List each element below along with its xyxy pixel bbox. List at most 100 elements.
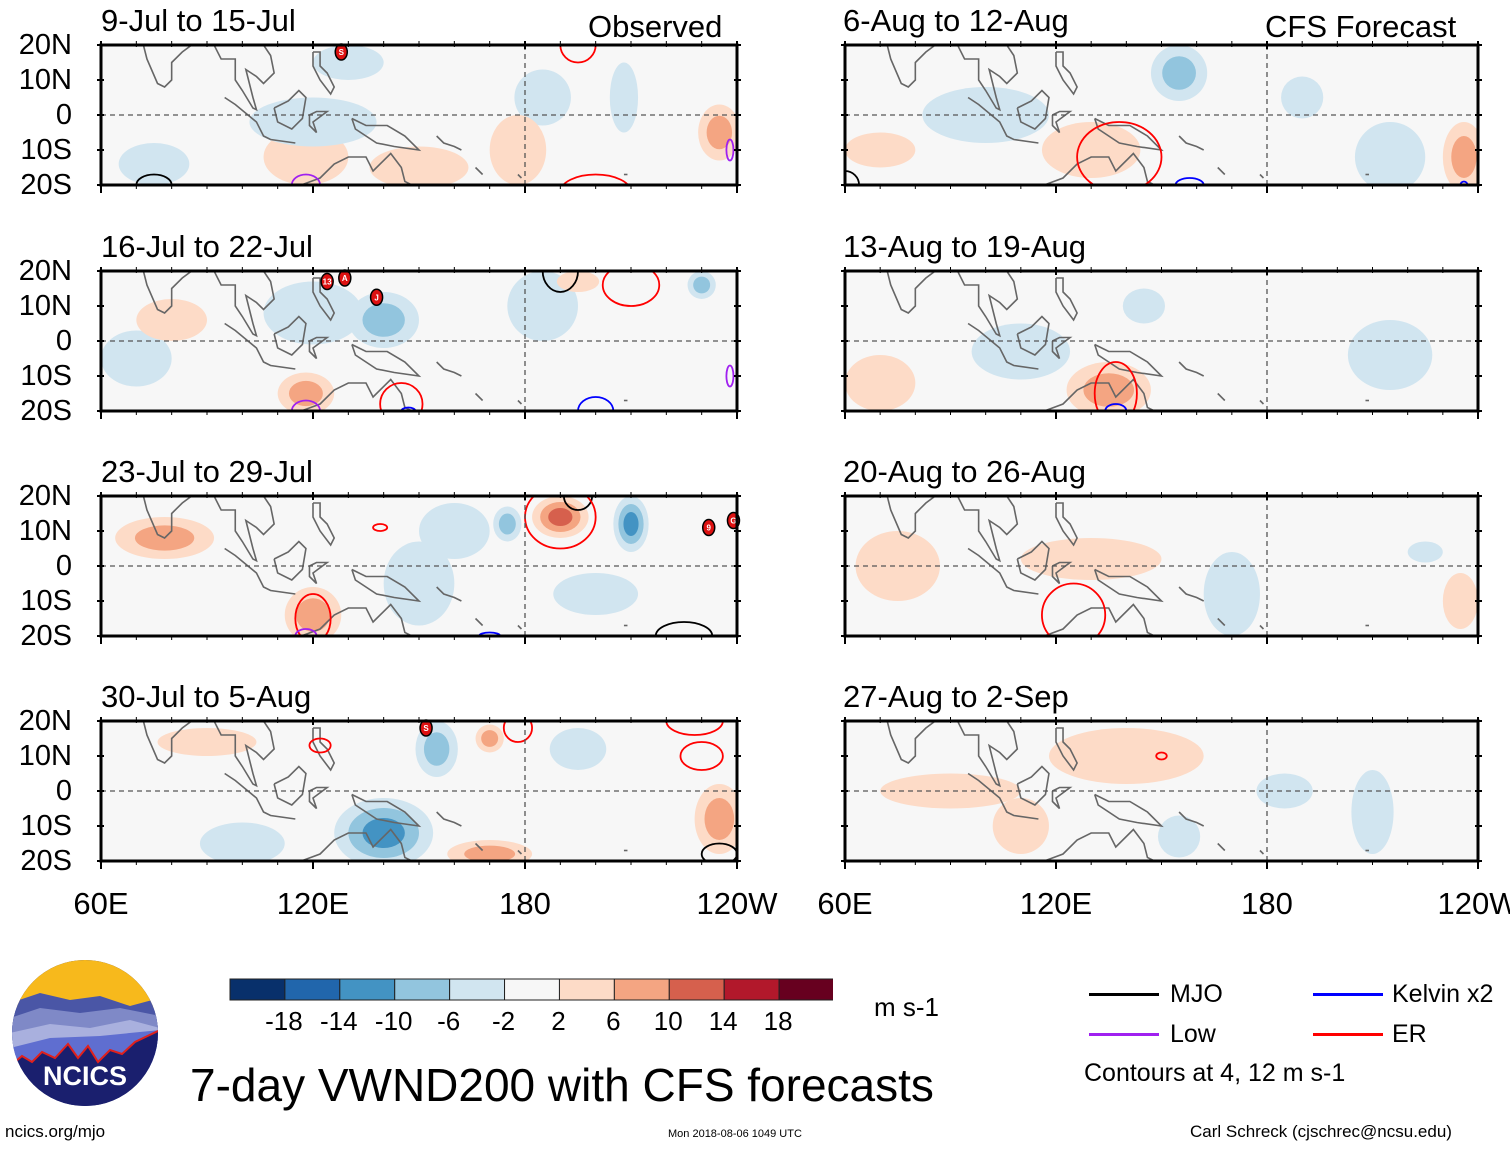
coastline bbox=[273, 540, 307, 581]
contour-er bbox=[1093, 361, 1138, 411]
anomaly-region bbox=[1162, 56, 1196, 90]
coastline bbox=[129, 45, 194, 88]
contour-kelvin bbox=[1174, 177, 1205, 185]
y-tick-label: 20S bbox=[20, 169, 72, 201]
contour-low bbox=[725, 138, 735, 162]
coastline bbox=[967, 96, 1039, 144]
colorbar-bin bbox=[339, 978, 396, 1001]
coastline bbox=[474, 842, 484, 852]
coastline bbox=[298, 152, 413, 185]
contour-low bbox=[725, 364, 735, 388]
panel-title: 20-Aug to 26-Aug bbox=[843, 454, 1087, 489]
y-tick-label: 20S bbox=[20, 845, 72, 877]
coastline bbox=[1178, 135, 1205, 151]
coastline bbox=[273, 89, 307, 130]
legend-line-low bbox=[1089, 1033, 1159, 1036]
coastline bbox=[967, 547, 1039, 595]
coastline bbox=[213, 45, 276, 112]
legend-label-mjo: MJO bbox=[1170, 980, 1223, 1008]
colorbar-tick-label: 10 bbox=[653, 1006, 683, 1036]
x-tick-label: 180 bbox=[1241, 886, 1293, 921]
contour-kelvin bbox=[1104, 403, 1128, 411]
coastline bbox=[956, 721, 1019, 788]
y-tick-label: 0 bbox=[55, 775, 72, 807]
anomaly-region bbox=[1347, 320, 1433, 390]
coastline bbox=[308, 561, 330, 585]
colorbar-units: m s-1 bbox=[874, 992, 939, 1022]
coastline bbox=[224, 547, 296, 595]
storm-marker: 13 bbox=[320, 272, 334, 291]
y-tick-label: 20N bbox=[18, 480, 72, 512]
anomaly-region bbox=[1157, 815, 1201, 858]
storm-marker: J bbox=[369, 288, 384, 306]
y-tick-label: 20N bbox=[18, 705, 72, 737]
svg-text:13: 13 bbox=[323, 278, 332, 287]
y-tick-label: 20S bbox=[20, 395, 72, 427]
anomaly-region bbox=[263, 281, 363, 345]
coastline bbox=[308, 110, 330, 134]
storm-marker: 9 bbox=[701, 518, 716, 537]
coastline bbox=[351, 568, 422, 603]
coastline bbox=[1259, 173, 1265, 179]
contour-er bbox=[559, 45, 597, 64]
contour-er bbox=[379, 382, 424, 411]
coastline bbox=[213, 271, 276, 338]
anomaly-region bbox=[549, 728, 607, 770]
x-tick-label: 60E bbox=[73, 886, 129, 921]
coastline bbox=[1051, 561, 1073, 585]
colorbar-bin bbox=[229, 978, 286, 1001]
anomaly-region bbox=[623, 512, 639, 536]
colorbar-tick-label: -2 bbox=[491, 1006, 516, 1036]
anomaly-region bbox=[1351, 770, 1394, 854]
coastline bbox=[129, 721, 194, 764]
anomaly-region bbox=[992, 798, 1049, 854]
anomaly-region bbox=[288, 380, 323, 407]
anomaly-region bbox=[313, 45, 384, 80]
anomaly-region bbox=[464, 845, 516, 861]
anomaly-region bbox=[362, 303, 405, 337]
anomaly-region bbox=[548, 508, 573, 526]
panel-title: 9-Jul to 15-Jul bbox=[101, 3, 296, 38]
x-tick-label: 60E bbox=[817, 886, 873, 921]
y-tick-label: 10S bbox=[20, 810, 72, 842]
coastline bbox=[967, 322, 1039, 370]
coastline bbox=[1093, 568, 1164, 603]
panel-title: 6-Aug to 12-Aug bbox=[843, 3, 1069, 38]
panel-source-label: Observed bbox=[588, 9, 723, 44]
footer-url[interactable]: ncics.org/mjo bbox=[5, 1122, 106, 1141]
panel-title: 16-Jul to 22-Jul bbox=[101, 229, 313, 264]
legend-label-er: ER bbox=[1392, 1020, 1427, 1048]
map-panel: S bbox=[97, 717, 741, 869]
anomaly-region bbox=[199, 822, 285, 861]
anomaly-region bbox=[1122, 288, 1166, 324]
map-panel bbox=[841, 492, 1482, 644]
x-tick-label: 120W bbox=[1437, 886, 1510, 921]
coastline bbox=[213, 721, 276, 788]
colorbar bbox=[229, 978, 833, 1001]
anomaly-region bbox=[1041, 122, 1141, 178]
coastline bbox=[956, 271, 1019, 338]
contour-low bbox=[294, 628, 318, 636]
coastline bbox=[873, 496, 937, 539]
anomaly-region bbox=[1451, 136, 1477, 178]
contour-kelvin bbox=[1459, 180, 1469, 185]
coastline bbox=[1051, 786, 1073, 810]
coastline bbox=[474, 617, 484, 627]
coastline bbox=[1016, 765, 1050, 806]
anomaly-region bbox=[1256, 773, 1313, 809]
contour-er bbox=[1076, 121, 1163, 185]
contour-kelvin bbox=[577, 396, 615, 411]
coastline bbox=[1178, 811, 1205, 827]
anomaly-region bbox=[704, 798, 735, 840]
colorbar-tick-label: -18 bbox=[265, 1006, 303, 1036]
y-tick-label: 10N bbox=[18, 515, 72, 547]
coastline bbox=[351, 343, 422, 378]
colorbar-bin bbox=[778, 978, 833, 1001]
panel-title: 23-Jul to 29-Jul bbox=[101, 454, 313, 489]
panel-title: 27-Aug to 2-Sep bbox=[843, 679, 1069, 714]
colorbar-bin bbox=[723, 978, 780, 1001]
legend-label-low: Low bbox=[1170, 1020, 1216, 1048]
svg-text:A: A bbox=[342, 274, 348, 283]
anomaly-region bbox=[1407, 541, 1443, 563]
panel-source-label: CFS Forecast bbox=[1265, 9, 1457, 44]
